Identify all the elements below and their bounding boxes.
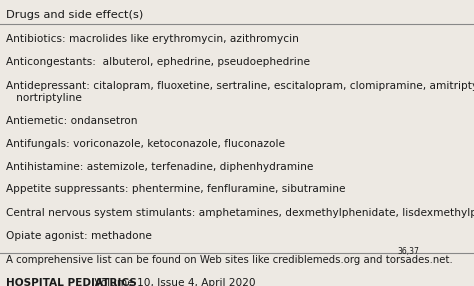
Text: Opiate agonist: methadone: Opiate agonist: methadone [6, 231, 152, 241]
Text: Antifungals: voriconazole, ketoconazole, fluconazole: Antifungals: voriconazole, ketoconazole,… [6, 139, 285, 149]
Text: A comprehensive list can be found on Web sites like crediblemeds.org and torsade: A comprehensive list can be found on Web… [6, 255, 453, 265]
Text: Antihistamine: astemizole, terfenadine, diphenhydramine: Antihistamine: astemizole, terfenadine, … [6, 162, 313, 172]
Text: Antiemetic: ondansetron: Antiemetic: ondansetron [6, 116, 137, 126]
Text: HOSPITAL PEDIATRICS: HOSPITAL PEDIATRICS [6, 278, 137, 286]
Text: Central nervous system stimulants: amphetamines, dexmethylphenidate, lisdexmethy: Central nervous system stimulants: amphe… [6, 208, 474, 218]
Text: Anticongestants:  albuterol, ephedrine, pseudoephedrine: Anticongestants: albuterol, ephedrine, p… [6, 57, 310, 67]
Text: Appetite suppressants: phentermine, fenfluramine, sibutramine: Appetite suppressants: phentermine, fenf… [6, 184, 345, 194]
Text: Drugs and side effect(s): Drugs and side effect(s) [6, 10, 143, 20]
Text: Volume 10, Issue 4, April 2020: Volume 10, Issue 4, April 2020 [91, 278, 255, 286]
Text: 36,37: 36,37 [397, 247, 419, 255]
Text: Antibiotics: macrolides like erythromycin, azithromycin: Antibiotics: macrolides like erythromyci… [6, 34, 299, 44]
Text: Antidepressant: citalopram, fluoxetine, sertraline, escitalopram, clomipramine, : Antidepressant: citalopram, fluoxetine, … [6, 81, 474, 104]
